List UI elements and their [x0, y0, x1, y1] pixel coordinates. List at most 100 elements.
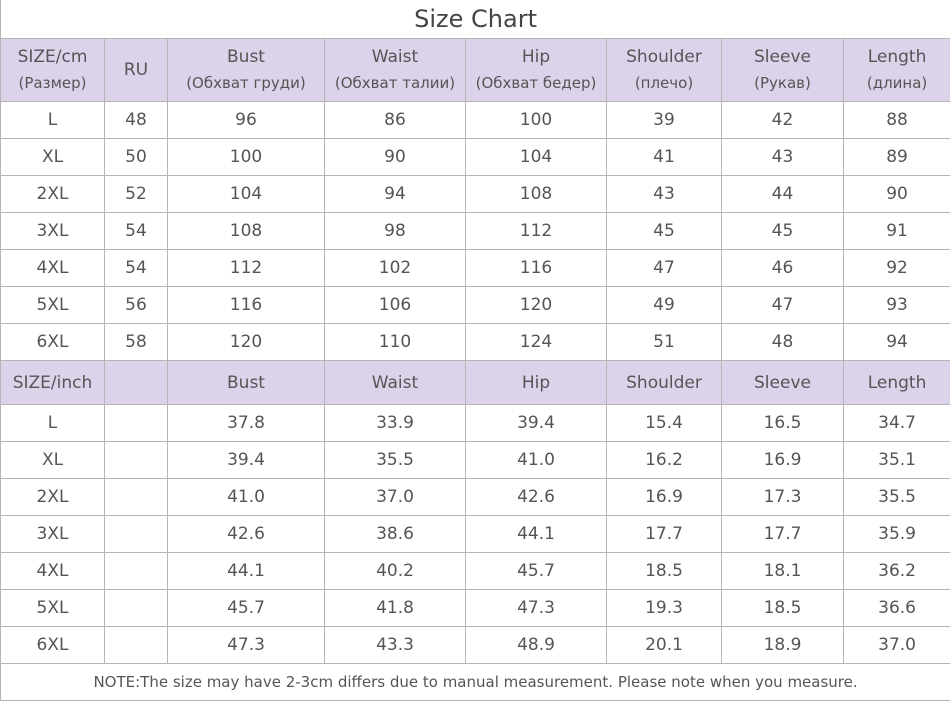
cell: 2XL [0, 175, 105, 213]
cell: XL [0, 138, 105, 176]
blank-cell [104, 589, 168, 627]
cell: 36.2 [842, 552, 950, 590]
cell: 35.5 [842, 478, 950, 516]
cell: 47 [606, 249, 722, 287]
header-cell: Sleeve [721, 360, 844, 405]
cell: 43 [606, 175, 722, 213]
cell: 54 [104, 212, 168, 250]
cell: 108 [167, 212, 325, 250]
cell: 47.3 [167, 626, 325, 664]
header-cell: SIZE/cm (Размер) [0, 38, 105, 102]
header-sub: (Обхват груди) [186, 74, 306, 92]
cell: 100 [465, 101, 607, 139]
cell: 39.4 [465, 404, 607, 442]
header-cell: Hip [465, 360, 607, 405]
header-cell: RU [104, 38, 168, 102]
cell: 41 [606, 138, 722, 176]
cell: 5XL [0, 286, 105, 324]
inch-row: 6XL 47.3 43.3 48.9 20.1 18.9 37.0 [0, 626, 950, 664]
inch-row: 2XL 41.0 37.0 42.6 16.9 17.3 35.5 [0, 478, 950, 516]
cell: 47 [721, 286, 844, 324]
cell: 58 [104, 323, 168, 361]
cell: 17.7 [606, 515, 722, 553]
inch-row: L 37.8 33.9 39.4 15.4 16.5 34.7 [0, 404, 950, 442]
cell: 90 [324, 138, 466, 176]
cell: 102 [324, 249, 466, 287]
cell: 116 [465, 249, 607, 287]
header-cell: Shoulder [606, 360, 722, 405]
header-sub: (Размер) [18, 74, 87, 92]
blank-cell [104, 360, 168, 405]
cell: 4XL [0, 552, 105, 590]
cm-row: L 48 96 86 100 39 42 88 [0, 101, 950, 139]
cell: 98 [324, 212, 466, 250]
cell: 116 [167, 286, 325, 324]
blank-cell [104, 478, 168, 516]
blank-cell [104, 515, 168, 553]
cell: 42.6 [465, 478, 607, 516]
cell: 42.6 [167, 515, 325, 553]
cm-row: XL 50 100 90 104 41 43 89 [0, 138, 950, 176]
cell: 120 [465, 286, 607, 324]
cell: 94 [842, 323, 950, 361]
cell: 108 [465, 175, 607, 213]
header-label: Length [867, 47, 927, 67]
cell: 49 [606, 286, 722, 324]
cell: 93 [842, 286, 950, 324]
inch-header-row: SIZE/inch Bust Waist Hip Shoulder Sleeve Lengt… [0, 360, 950, 405]
cell: 36.6 [842, 589, 950, 627]
cell: L [0, 101, 105, 139]
blank-cell [104, 441, 168, 479]
header-label: Sleeve [754, 47, 811, 67]
cell: 86 [324, 101, 466, 139]
cell: 88 [842, 101, 950, 139]
cm-row: 3XL 54 108 98 112 45 45 91 [0, 212, 950, 250]
cell: 50 [104, 138, 168, 176]
cell: 45.7 [167, 589, 325, 627]
cell: 44 [721, 175, 844, 213]
cell: 110 [324, 323, 466, 361]
title: Size Chart [0, 0, 950, 39]
cm-row: 6XL 58 120 110 124 51 48 94 [0, 323, 950, 361]
cell: 18.1 [721, 552, 844, 590]
cell: 41.0 [167, 478, 325, 516]
header-sub: (длина) [866, 74, 928, 92]
cell: 3XL [0, 515, 105, 553]
cell: 16.9 [606, 478, 722, 516]
cell: 4XL [0, 249, 105, 287]
cell: 47.3 [465, 589, 607, 627]
cell: 39 [606, 101, 722, 139]
header-cell: SIZE/inch [0, 360, 105, 405]
cell: 34.7 [842, 404, 950, 442]
cell: 120 [167, 323, 325, 361]
cell: 41.8 [324, 589, 466, 627]
cell: 48 [104, 101, 168, 139]
cell: 16.5 [721, 404, 844, 442]
note-row: NOTE:The size may have 2-3cm differs due… [0, 663, 950, 701]
inch-row: 4XL 44.1 40.2 45.7 18.5 18.1 36.2 [0, 552, 950, 590]
header-sub: (Рукав) [754, 74, 811, 92]
header-label: Bust [227, 47, 265, 67]
cell: 3XL [0, 212, 105, 250]
header-cell: Length (длина) [842, 38, 950, 102]
cell: 16.9 [721, 441, 844, 479]
cell: 104 [465, 138, 607, 176]
cell: 6XL [0, 323, 105, 361]
header-cell: Shoulder (плечо) [606, 38, 722, 102]
cell: 43 [721, 138, 844, 176]
cell: 37.0 [842, 626, 950, 664]
header-label: Hip [521, 47, 551, 67]
header-label: SIZE/cm [17, 47, 88, 67]
cell: 45 [721, 212, 844, 250]
inch-row: 3XL 42.6 38.6 44.1 17.7 17.7 35.9 [0, 515, 950, 553]
title-row: Size Chart [0, 0, 950, 39]
header-label: RU [123, 60, 149, 80]
cell: 100 [167, 138, 325, 176]
cell: 112 [465, 212, 607, 250]
header-sub: (Обхват талии) [334, 74, 456, 92]
inch-row: XL 39.4 35.5 41.0 16.2 16.9 35.1 [0, 441, 950, 479]
cell: 16.2 [606, 441, 722, 479]
note: NOTE:The size may have 2-3cm differs due… [0, 663, 950, 701]
